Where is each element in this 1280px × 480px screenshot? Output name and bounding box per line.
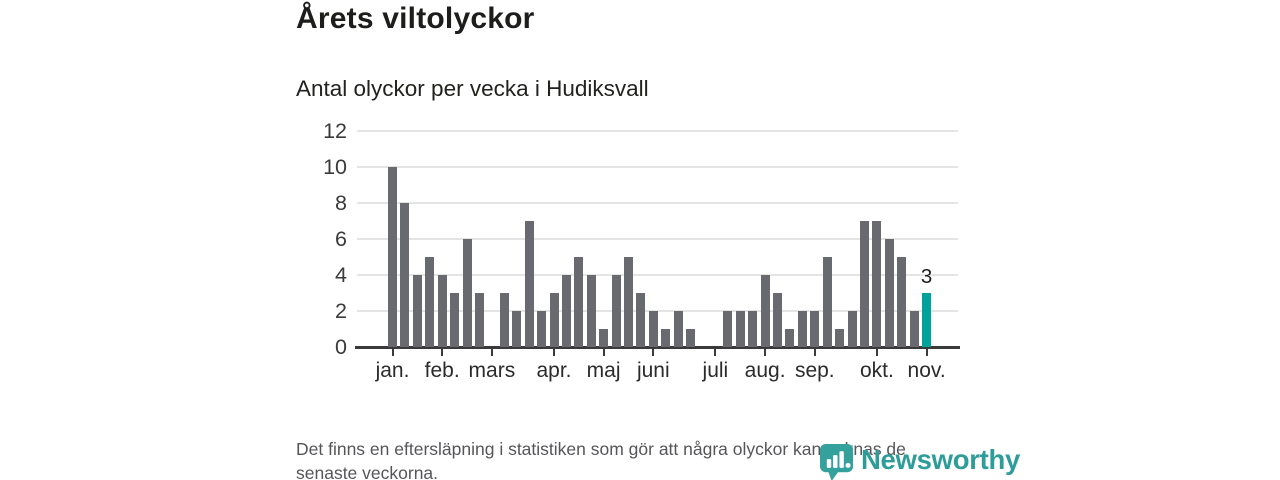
x-tick-juni bbox=[652, 349, 655, 356]
bar-week-33 bbox=[785, 329, 795, 347]
x-tick-juli bbox=[714, 349, 717, 356]
bar-week-42 bbox=[897, 257, 907, 347]
bar-week-20 bbox=[624, 257, 633, 347]
bar-week-5 bbox=[437, 275, 447, 347]
y-axis-label-4: 4 bbox=[335, 263, 347, 287]
bar-week-34 bbox=[797, 311, 807, 347]
bar-week-36 bbox=[822, 257, 832, 347]
bar-week-4 bbox=[425, 257, 435, 347]
bar-week-16 bbox=[574, 257, 584, 347]
bar-week-7 bbox=[462, 239, 472, 347]
bar-week-18 bbox=[599, 329, 609, 347]
bar-week-43 bbox=[909, 311, 919, 347]
x-tick-sep bbox=[813, 349, 816, 356]
footnote-line-1: Det finns en eftersläpning i statistiken… bbox=[296, 439, 906, 459]
x-tick-nov bbox=[925, 349, 928, 356]
bar-week-2 bbox=[400, 203, 410, 347]
x-axis-label-sep: sep. bbox=[794, 359, 835, 382]
bar-week-28 bbox=[723, 311, 733, 347]
bar-week-38 bbox=[847, 311, 857, 347]
bar-week-3 bbox=[412, 275, 422, 347]
page-title: Årets viltolyckor bbox=[296, 2, 535, 35]
newsworthy-bar-chart-bubble-icon bbox=[819, 442, 856, 480]
bar-week-12 bbox=[524, 221, 534, 347]
bar-week-17 bbox=[586, 275, 596, 347]
x-tick-jan bbox=[391, 349, 394, 356]
bar-week-13 bbox=[537, 311, 546, 347]
bar-week-11 bbox=[512, 311, 522, 347]
x-tick-okt bbox=[875, 349, 878, 356]
y-axis-label-2: 2 bbox=[335, 299, 347, 323]
bar-week-14 bbox=[549, 293, 559, 347]
chart-subtitle: Antal olyckor per vecka i Hudiksvall bbox=[296, 76, 649, 101]
x-axis-label-jan: jan. bbox=[375, 359, 410, 382]
bar-week-29 bbox=[735, 311, 745, 347]
highlight-value-label: 3 bbox=[920, 265, 933, 288]
gridline-y-8 bbox=[357, 202, 958, 204]
bar-week-8 bbox=[474, 293, 484, 347]
x-axis-label-juni: juni bbox=[636, 359, 670, 382]
x-tick-feb bbox=[441, 349, 444, 356]
bar-week-24 bbox=[673, 311, 683, 347]
x-axis-label-feb: feb. bbox=[424, 359, 460, 382]
bar-week-6 bbox=[450, 293, 460, 347]
y-axis-label-12: 12 bbox=[323, 119, 347, 143]
bar-week-23 bbox=[661, 329, 671, 347]
x-axis-label-apr: apr. bbox=[536, 359, 572, 382]
gridline-y-10 bbox=[357, 166, 958, 168]
x-tick-maj bbox=[602, 349, 605, 356]
x-tick-mars bbox=[490, 349, 493, 356]
x-axis-label-maj: maj bbox=[586, 359, 621, 382]
y-axis-label-6: 6 bbox=[335, 227, 347, 251]
y-axis-label-0: 0 bbox=[335, 335, 347, 359]
y-axis-label-10: 10 bbox=[323, 155, 347, 179]
x-axis-label-aug: aug. bbox=[744, 359, 786, 382]
bar-week-39 bbox=[860, 221, 869, 347]
bar-week-44 bbox=[922, 293, 932, 347]
y-axis-label-8: 8 bbox=[335, 191, 347, 215]
bar-week-1 bbox=[388, 167, 397, 347]
bar-week-41 bbox=[884, 239, 894, 347]
bar-week-32 bbox=[773, 293, 782, 347]
bar-week-22 bbox=[648, 311, 658, 347]
x-axis-label-okt: okt. bbox=[859, 359, 894, 382]
bar-week-40 bbox=[872, 221, 882, 347]
footnote-line-2: senaste veckorna. bbox=[296, 462, 439, 480]
bar-week-21 bbox=[636, 293, 646, 347]
newsworthy-logo: Newsworthy bbox=[819, 442, 1020, 480]
gridline-y-6 bbox=[357, 238, 958, 240]
footnote: Det finns en eftersläpning i statistiken… bbox=[296, 438, 906, 480]
x-axis-label-juli: juli bbox=[702, 359, 729, 382]
bar-week-15 bbox=[561, 275, 571, 347]
bar-week-25 bbox=[686, 329, 696, 347]
bar-week-10 bbox=[499, 293, 509, 347]
x-axis-line bbox=[355, 346, 960, 349]
x-axis-label-nov: nov. bbox=[907, 359, 946, 382]
bar-week-31 bbox=[760, 275, 770, 347]
x-tick-aug bbox=[764, 349, 767, 356]
newsworthy-logo-text: Newsworthy bbox=[861, 444, 1020, 475]
bar-week-35 bbox=[810, 311, 820, 347]
x-tick-apr bbox=[553, 349, 555, 356]
bar-week-37 bbox=[835, 329, 845, 347]
bar-week-19 bbox=[611, 275, 621, 347]
bar-week-30 bbox=[748, 311, 758, 347]
gridline-y-4 bbox=[357, 274, 958, 276]
x-axis-label-mars: mars bbox=[468, 359, 516, 382]
gridline-y-12 bbox=[357, 130, 958, 132]
